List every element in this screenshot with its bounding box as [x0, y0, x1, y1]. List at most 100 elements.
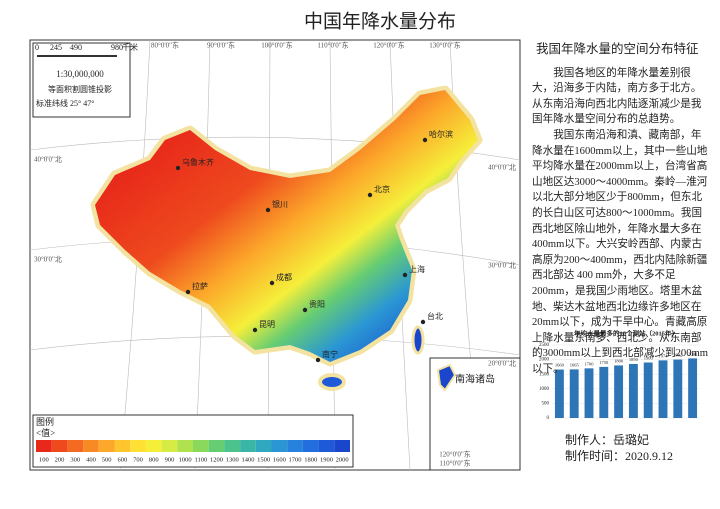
lon-label: 110°0'0"东: [439, 459, 470, 468]
side-panel: 我国年降水量的空间分布特征 我国各地区的年降水量差别很大，沿海多于内陆，南方多于…: [532, 42, 708, 377]
lat-label: 40°0'0"北: [34, 156, 62, 164]
city-label: 贵阳: [309, 299, 325, 309]
y-tick-label: 500: [542, 402, 550, 407]
scale-unit: 千米: [122, 42, 138, 52]
legend-swatch: [208, 440, 225, 452]
legend-label: 400: [86, 456, 96, 463]
legend-label: 1800: [304, 456, 317, 463]
lat-label: 40°0'0"北: [488, 164, 516, 172]
city-label: 上海: [409, 264, 425, 274]
bar: [554, 369, 564, 418]
legend-label: 100: [39, 456, 49, 463]
value-label: 1665: [570, 362, 580, 367]
legend-swatch: [98, 440, 115, 452]
legend-label: 700: [133, 456, 143, 463]
lat-label: 30°0'0"北: [488, 262, 516, 270]
legend-label: 1100: [194, 456, 207, 463]
china-precipitation: [90, 85, 483, 367]
city-label: 哈尔滨: [429, 129, 453, 139]
lon-label: 110°0'0"东: [317, 41, 348, 50]
chart-title: 年均水量最多的10个测站（2015年）: [574, 328, 678, 337]
value-label: 1660: [555, 363, 565, 368]
y-tick-label: 2000: [539, 358, 550, 363]
legend-swatch: [287, 440, 303, 452]
legend-label: 1300: [226, 456, 239, 463]
legend-swatch: [161, 440, 178, 452]
city-label: 昆明: [259, 320, 275, 329]
bar: [614, 365, 624, 418]
taiwan: [411, 325, 425, 355]
value-label: 2040: [688, 351, 698, 356]
legend-swatch: [51, 440, 68, 452]
lon-label: 130°0'0"东: [429, 41, 460, 50]
legend-swatch: [318, 440, 335, 452]
city-label: 台北: [427, 311, 443, 321]
legend-label: 300: [70, 456, 80, 463]
paragraph: 我国各地区的年降水量差别很大，沿海多于内陆，南方多于北方。从东南沿海向西北内陆逐…: [532, 67, 702, 126]
y-tick-label: 0: [547, 416, 550, 421]
scale-tick: 490: [70, 43, 82, 52]
lon-label: 120°0'0"东: [439, 450, 470, 459]
legend-subtitle: <值>: [36, 427, 55, 438]
paragraph: 我国东南沿海和滇、藏南部，年降水量在1600mm以上，其中一些山地平均降水量在2…: [532, 129, 708, 375]
city-dot: [252, 327, 258, 333]
legend-swatch: [193, 440, 209, 452]
author: 制作人：岳璐妃: [565, 433, 649, 447]
legend-swatch: [255, 440, 272, 452]
scale-text: 1:30,000,000: [56, 69, 104, 79]
date: 制作时间：2020.9.12: [565, 449, 673, 463]
y-tick-label: 2500: [539, 343, 550, 348]
city-dot: [302, 307, 308, 313]
value-label: 1800: [614, 358, 624, 363]
value-label: 1850: [629, 357, 639, 362]
inset-land: [436, 363, 457, 392]
legend-label: 1000: [179, 456, 192, 463]
bar: [643, 362, 653, 418]
city-label: 乌鲁木齐: [182, 157, 214, 167]
legend-title: 图例: [36, 416, 54, 427]
city-dot: [175, 165, 181, 171]
legend-swatch: [224, 440, 241, 452]
scale-tick: 0: [35, 43, 39, 52]
lat-label: 30°0'0"北: [34, 256, 62, 264]
value-label: 1750: [599, 360, 609, 365]
legend-swatch: [302, 440, 319, 452]
projection: 等面积割圆锥投影: [48, 84, 112, 94]
legend-label: 1400: [241, 456, 254, 463]
bar: [658, 360, 668, 418]
legend-swatch: [83, 440, 99, 452]
legend-label: 200: [55, 456, 65, 463]
value-label: 2002: [673, 353, 682, 358]
bar: [584, 368, 594, 418]
y-tick-label: 1000: [539, 387, 550, 392]
legend-swatch: [67, 440, 84, 452]
legend-swatch: [271, 440, 288, 452]
legend-swatch: [130, 440, 146, 452]
lon-label: 80°0'0"东: [151, 41, 179, 50]
city-dot: [265, 207, 271, 213]
legend-label: 1900: [320, 456, 333, 463]
bar: [569, 369, 579, 418]
value-label: 1700: [585, 361, 595, 366]
y-tick-label: 1500: [539, 372, 550, 377]
city-dot: [402, 272, 408, 278]
city-dot: [367, 192, 373, 198]
inset-label: 南海诸岛: [455, 372, 495, 385]
legend-label: 2000: [336, 456, 349, 463]
city-label: 南宁: [322, 349, 338, 359]
value-label: 1974: [659, 353, 669, 358]
city-label: 北京: [374, 184, 390, 194]
title: 中国年降水量分布: [304, 10, 456, 32]
legend-label: 800: [149, 456, 159, 463]
parallels: 标准纬线 25° 47°: [36, 98, 94, 108]
scale-tick: 245: [50, 43, 62, 52]
legend-swatch: [177, 440, 193, 452]
legend-swatch: [114, 440, 131, 452]
hainan: [318, 373, 346, 391]
city-label: 拉萨: [192, 281, 208, 291]
legend-label: 900: [165, 456, 175, 463]
city-label: 成都: [276, 272, 292, 282]
bar: [688, 358, 698, 418]
